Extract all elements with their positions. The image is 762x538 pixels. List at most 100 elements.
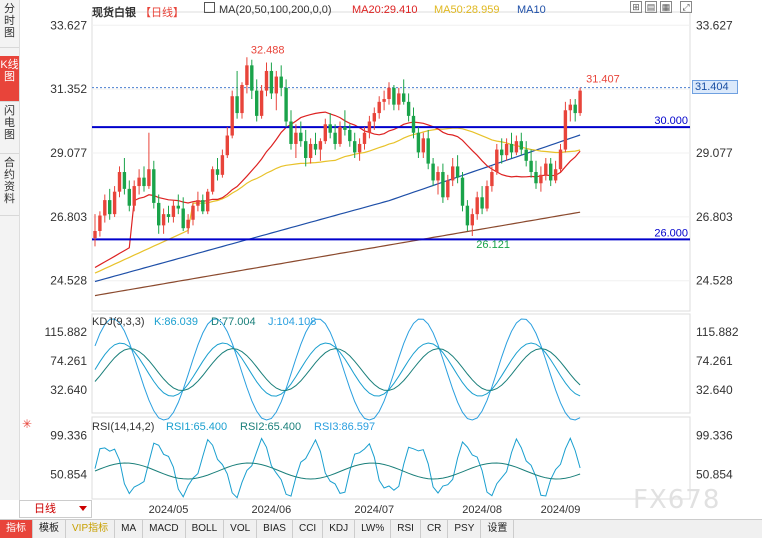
low-annotation: 26.121 [476,239,510,251]
tab-cr[interactable]: CR [421,520,449,538]
tab-cci[interactable]: CCI [293,520,324,538]
main-panel-frame [91,11,691,312]
candle-body [524,149,528,161]
candle-body [441,172,445,198]
ma-params: MA(20,50,100,200,0,0) [219,4,332,16]
ma200-line [94,211,581,297]
tab-flash[interactable]: 闪电图 [0,102,19,154]
candle-body [308,143,313,158]
candle-body [284,87,288,122]
candle-body [240,84,244,114]
period-selector[interactable]: 日线 [19,500,92,518]
candle-body [411,115,416,133]
ma20-line [94,111,581,269]
candle-body [313,143,318,150]
high-annotation: 32.488 [251,44,285,56]
candle-body [514,141,519,153]
kdj-j-line [94,318,581,421]
price-tick-label-left: 29.077 [50,146,87,160]
rsi-panel-frame [91,416,691,500]
chart-canvas[interactable]: 33.62733.62731.35231.35229.07729.07726.8… [0,0,762,519]
candle-body [372,113,376,122]
candle-body [534,172,538,184]
candle-body [176,205,180,209]
tab-vol[interactable]: VOL [224,520,258,538]
ma50-value: MA50:28.959 [434,4,500,16]
candle-body [318,141,323,150]
candle-body [402,93,406,102]
candle-body [225,135,229,156]
candle-body [255,90,259,116]
horizontal-level-label: 30.000 [654,115,688,127]
price-tick-label-left: 26.803 [50,210,87,224]
price-tick-label-right: 24.528 [696,274,733,288]
price-tick-label-right: 33.627 [696,18,733,32]
tab-settings[interactable]: 设置 [481,520,515,538]
candle-body [416,132,421,153]
candle-body [392,87,396,105]
x-tick-label: 2024/08 [462,504,502,516]
tab-psy[interactable]: PSY [448,520,482,538]
candle-body [343,127,347,130]
crosshair-icon[interactable]: ⊞ [630,1,642,13]
ma100-line [94,134,581,283]
period-tag: 【日线】 [140,7,184,19]
candle-body [157,202,161,226]
layout-icon[interactable]: ▦ [660,1,672,13]
candle-body [455,166,460,178]
x-tick-label: 2024/05 [149,504,189,516]
ma-settings-icon[interactable] [204,2,215,13]
candle-body [485,186,489,209]
candle-body [436,172,440,181]
kdj-title: KDJ(9,3,3) [92,316,145,328]
ma50-line [94,127,581,274]
price-tick-label-left: 24.528 [50,274,87,288]
tab-vip-indicator[interactable]: VIP指标 [66,520,116,538]
tab-timeshare[interactable]: 分时图 [0,0,19,48]
candle-body [259,90,264,116]
candle-body [480,197,484,209]
rsi-settings-icon[interactable]: ✳ [22,417,33,431]
tab-macd[interactable]: MACD [143,520,186,538]
tab-template[interactable]: 模板 [33,520,66,538]
candle-body [406,101,411,116]
candle-body [289,121,293,144]
rsi-2: RSI2:65.400 [240,421,302,433]
candle-body [274,76,278,94]
tab-indicator[interactable]: 指标 [0,520,33,538]
kdj-tick-label-left: 115.882 [45,325,88,339]
candle-body [264,70,269,91]
watermark: FX678 [633,485,721,515]
rsi3-line [94,437,581,499]
ma10-value: MA10 [517,4,546,16]
period-selector-label: 日线 [34,503,56,515]
candle-body [475,197,479,215]
candle-body [568,104,572,111]
candle-body [279,76,283,88]
price-tick-label-right: 26.803 [696,210,733,224]
candle-body [563,110,568,150]
candle-body [460,177,465,206]
tab-bias[interactable]: BIAS [257,520,293,538]
tab-boll[interactable]: BOLL [186,520,225,538]
candle-body [421,138,425,153]
grid-icon[interactable]: ▤ [645,1,657,13]
candle-body [509,143,514,153]
tab-lw[interactable]: LW% [355,520,392,538]
candle-body [470,214,474,226]
tab-ma[interactable]: MA [115,520,144,538]
tab-kdj[interactable]: KDJ [323,520,356,538]
candle-body [558,149,563,170]
candle-body [519,141,523,150]
candle-body [500,149,504,156]
kdj-k: K:86.039 [154,316,199,328]
candle-body [206,191,210,212]
candle-body [431,163,435,181]
candle-body [573,104,577,114]
tab-rsi[interactable]: RSI [391,520,421,538]
candle-body [328,124,332,133]
x-tick-label: 2024/06 [252,504,292,516]
tab-contract-info[interactable]: 合约资料 [0,154,19,216]
fullscreen-icon[interactable]: ⤢ [680,1,692,13]
tab-kline[interactable]: K线图 [0,56,19,102]
